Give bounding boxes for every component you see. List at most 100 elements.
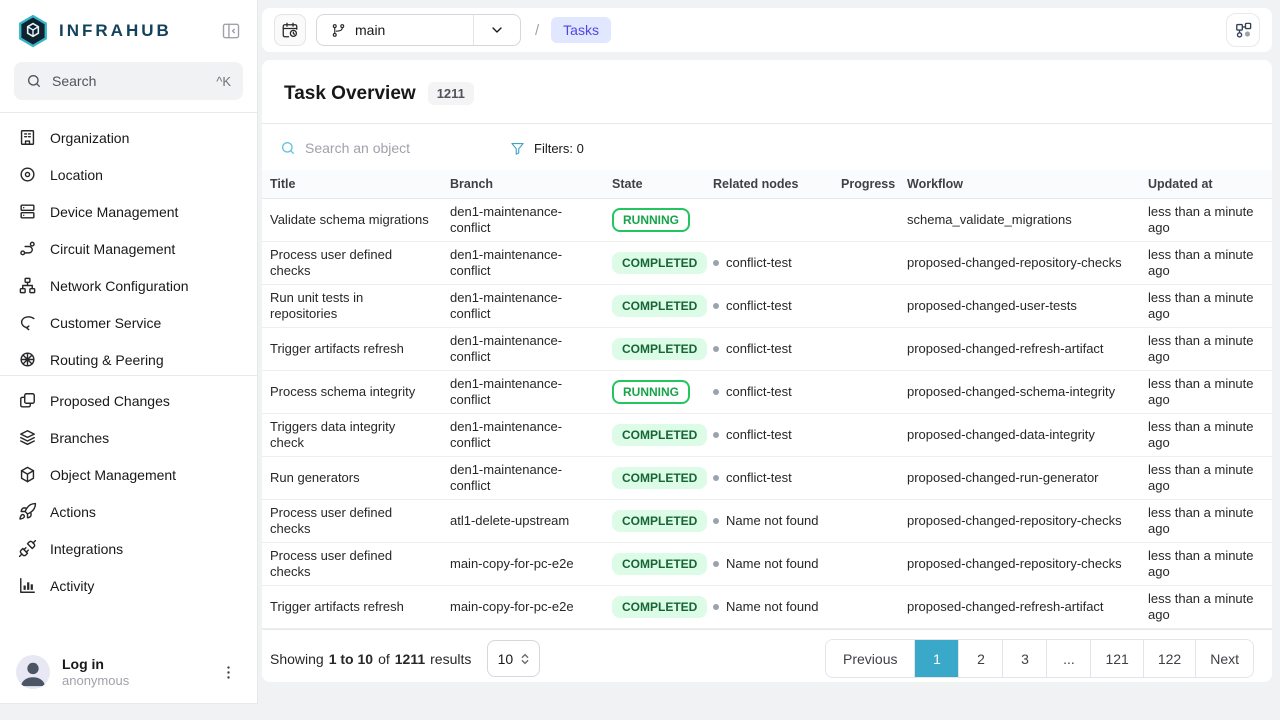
branch-selector[interactable]: main [316, 14, 521, 46]
node-dot-icon [713, 475, 719, 481]
cell-related-nodes: conflict-test [705, 414, 833, 457]
filters-label: Filters: 0 [534, 140, 584, 156]
sidebar-item-label: Actions [50, 503, 96, 520]
state-badge: COMPLETED [612, 252, 708, 274]
sidebar-item-organization[interactable]: Organization [8, 119, 249, 156]
cube-icon [18, 465, 37, 484]
cell-title: Trigger artifacts refresh [270, 341, 404, 356]
next-button[interactable]: Next [1195, 640, 1253, 677]
branch-selector-caret[interactable] [473, 15, 520, 45]
sidebar-item-integrations[interactable]: Integrations [8, 530, 249, 567]
table-row[interactable]: Trigger artifacts refresh main-copy-for-p… [262, 586, 1272, 629]
table-row[interactable]: Validate schema migrations den1-maintenan… [262, 199, 1272, 242]
cell-progress [833, 414, 899, 457]
breadcrumb-tasks[interactable]: Tasks [551, 17, 611, 43]
server-icon [18, 202, 37, 221]
sidebar-item-label: Location [50, 166, 103, 183]
sidebar-item-location[interactable]: Location [8, 156, 249, 193]
cell-title: Process schema integrity [270, 384, 416, 399]
rocket-icon [18, 502, 37, 521]
table-row[interactable]: Process user defined checks den1-maintena… [262, 242, 1272, 285]
cell-state: COMPLETED [604, 414, 708, 457]
summary-suffix: results [430, 650, 472, 667]
cell-updated-at: less than a minute ago [1148, 419, 1254, 450]
page-size-select[interactable]: 10 [487, 640, 541, 677]
state-badge: COMPLETED [612, 295, 708, 317]
sidebar-item-object-management[interactable]: Object Management [8, 456, 249, 493]
cell-workflow: schema_validate_migrations [907, 212, 1072, 227]
sidebar-item-label: Routing & Peering [50, 351, 164, 368]
logo-row: INFRAHUB [0, 0, 257, 60]
user-menu-button[interactable] [216, 660, 241, 685]
hand-icon [18, 313, 37, 332]
cell-title: Run generators [270, 470, 360, 485]
previous-button[interactable]: Previous [826, 640, 915, 677]
table-row[interactable]: Trigger artifacts refresh den1-maintenanc… [262, 328, 1272, 371]
table-row[interactable]: Process schema integrity den1-maintenance… [262, 371, 1272, 414]
sidebar-item-circuit-management[interactable]: Circuit Management [8, 230, 249, 267]
state-badge: COMPLETED [612, 424, 708, 446]
cell-progress [833, 543, 899, 586]
sidebar-item-customer-service[interactable]: Customer Service [8, 304, 249, 341]
cell-workflow: proposed-changed-refresh-artifact [907, 599, 1104, 614]
column-header-updated-at: Updated at [1140, 170, 1272, 199]
page-button-1[interactable]: 1 [914, 640, 959, 677]
sidebar-item-label: Object Management [50, 466, 177, 483]
cell-updated-at: less than a minute ago [1148, 290, 1254, 321]
column-header-state: State [604, 170, 705, 199]
cell-progress [833, 199, 899, 242]
table-row[interactable]: Process user defined checks main-copy-for… [262, 543, 1272, 586]
time-travel-button[interactable] [274, 14, 306, 46]
sidebar-item-branches[interactable]: Branches [8, 419, 249, 456]
summary-total: 1211 [394, 650, 426, 667]
sidebar-nav-schema-group: Organization Location Device Management Cir… [0, 113, 257, 375]
sidebar-item-routing-peering[interactable]: Routing & Peering [8, 341, 249, 375]
sidebar-item-network-configuration[interactable]: Network Configuration [8, 267, 249, 304]
cell-progress [833, 586, 899, 629]
task-table-body: Validate schema migrations den1-maintenan… [262, 199, 1272, 629]
collapse-sidebar-button[interactable] [219, 19, 243, 43]
filters-button[interactable]: Filters: 0 [510, 141, 584, 156]
cell-updated-at: less than a minute ago [1148, 333, 1254, 364]
page-button-121[interactable]: 121 [1090, 640, 1143, 677]
table-row[interactable]: Run unit tests in repositories den1-maint… [262, 285, 1272, 328]
page-button-2[interactable]: 2 [958, 640, 1003, 677]
sidebar-search-input[interactable]: Search ^K [14, 62, 243, 100]
layers-icon [18, 428, 37, 447]
cell-state: COMPLETED [604, 242, 708, 285]
sidebar-item-actions[interactable]: Actions [8, 493, 249, 530]
cell-branch: main-copy-for-pc-e2e [450, 599, 574, 614]
cell-title: Trigger artifacts refresh [270, 599, 404, 614]
summary-range: 1 to 10 [328, 650, 374, 667]
cell-branch: den1-maintenance-conflict [450, 462, 563, 493]
logo-text: INFRAHUB [59, 21, 172, 40]
node-dot-icon [713, 432, 719, 438]
panel-collapse-icon [221, 21, 241, 41]
column-header-workflow: Workflow [899, 170, 1140, 199]
state-badge: COMPLETED [612, 596, 708, 618]
sidebar-item-activity[interactable]: Activity [8, 567, 249, 604]
cell-related-nodes: conflict-test [705, 371, 833, 414]
cell-state: COMPLETED [604, 328, 708, 371]
node-dot-icon [713, 604, 719, 610]
state-badge: COMPLETED [612, 510, 708, 532]
table-row[interactable]: Triggers data integrity check den1-mainte… [262, 414, 1272, 457]
page-button-3[interactable]: 3 [1002, 640, 1047, 677]
state-badge: COMPLETED [612, 338, 708, 360]
table-row[interactable]: Run generators den1-maintenance-conflict C… [262, 457, 1272, 500]
table-row[interactable]: Process user defined checks atl1-delete-u… [262, 500, 1272, 543]
calendar-clock-icon [281, 21, 299, 39]
cell-workflow: proposed-changed-run-generator [907, 470, 1099, 485]
user-row[interactable]: Log in anonymous [0, 645, 257, 703]
sidebar-item-proposed-changes[interactable]: Proposed Changes [8, 382, 249, 419]
page-button-122[interactable]: 122 [1142, 640, 1196, 677]
object-search-input[interactable]: Search an object [280, 140, 510, 156]
sidebar-item-device-management[interactable]: Device Management [8, 193, 249, 230]
cell-title: Triggers data integrity check [270, 419, 396, 450]
schema-visualizer-button[interactable] [1226, 13, 1260, 47]
cell-state: RUNNING [604, 199, 705, 242]
building-icon [18, 128, 37, 147]
cell-workflow: proposed-changed-data-integrity [907, 427, 1095, 442]
column-header-branch: Branch [442, 170, 604, 199]
cell-workflow: proposed-changed-repository-checks [907, 255, 1122, 270]
